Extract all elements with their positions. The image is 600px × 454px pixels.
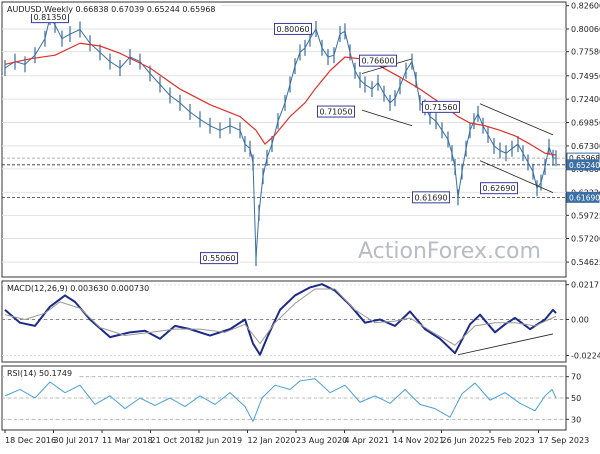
- price-tag-label: 0.65240: [569, 161, 600, 170]
- annotation-box: [480, 182, 518, 195]
- y-tick-label: 0.0217: [571, 281, 599, 290]
- x-tick-label: 14 Nov 2021: [393, 436, 444, 445]
- watermark-text: ActionForex.com: [358, 239, 541, 264]
- x-tick-label: 26 Jun 2022: [442, 436, 490, 445]
- price-tag-box: [566, 191, 600, 203]
- y-tick-label: 0.00: [571, 315, 589, 324]
- x-tick-label: 11 Mar 2018: [102, 436, 153, 445]
- y-tick-label: 50: [571, 394, 581, 403]
- annotation-label: 0.81350: [33, 13, 66, 22]
- annotation-label: 0.71560: [424, 103, 457, 112]
- x-tick-label: 4 Apr 2021: [345, 436, 389, 445]
- x-tick-label: 17 Sep 2023: [539, 436, 590, 445]
- price-tag-label: 0.65968: [569, 154, 600, 163]
- series-signal: [4, 288, 557, 346]
- y-tick-label: 0.54625: [571, 258, 600, 267]
- annotation-label: 0.80060: [276, 25, 309, 34]
- x-tick-label: 18 Dec 2016: [5, 436, 56, 445]
- x-tick-label: 12 Jan 2020: [248, 436, 296, 445]
- trendline: [361, 109, 413, 127]
- annotation-label: 0.76600: [361, 57, 394, 66]
- annotation-label: 0.71050: [319, 108, 352, 117]
- title-bg: [4, 4, 222, 14]
- x-tick-label: 5 Feb 2023: [490, 436, 535, 445]
- x-tick-label: 2 Jun 2019: [199, 436, 242, 445]
- annotation-label: 0.62690: [482, 184, 515, 193]
- y-tick-label: 30: [571, 415, 581, 424]
- trendline: [457, 333, 554, 356]
- panel-title: MACD(12,26,9) 0.003630 0.000730: [7, 284, 149, 293]
- y-tick-label: 0.59725: [571, 211, 600, 220]
- y-tick-label: 0.80060: [571, 25, 600, 34]
- y-tick-label: 70: [571, 373, 581, 382]
- trendline: [479, 103, 554, 136]
- x-tick-label: 30 Jul 2017: [54, 436, 99, 445]
- x-tick-label: 23 Aug 2020: [296, 436, 347, 445]
- title-bg: [4, 368, 79, 378]
- series-price: [4, 16, 557, 259]
- x-tick-label: 21 Oct 2018: [151, 436, 200, 445]
- annotation-box: [317, 105, 355, 118]
- annotation-box: [274, 22, 312, 35]
- series-moving-average: [4, 42, 557, 156]
- price-tag-box: [566, 159, 600, 171]
- annotation-label: 0.61690: [414, 193, 447, 202]
- panel-2: 70 50 30 RSI(14) 50.1749: [1, 365, 581, 431]
- panel-title: AUDUSD,Weekly 0.66838 0.67039 0.65244 0.…: [7, 5, 216, 14]
- annotation-box: [422, 100, 460, 113]
- series-rsi: [4, 378, 557, 422]
- annotation-label: 0.55060: [202, 254, 235, 263]
- price-tag-label: 0.61690: [569, 193, 600, 202]
- annotation-box: [200, 252, 238, 265]
- panel-frame: [1, 1, 567, 278]
- annotation-box: [359, 54, 397, 67]
- y-tick-label: -0.022445: [571, 351, 600, 360]
- series-macd: [4, 283, 557, 356]
- annotation-box: [412, 191, 450, 204]
- title-bg: [4, 283, 153, 293]
- trendline: [479, 160, 554, 194]
- panel-title: RSI(14) 50.1749: [7, 369, 72, 378]
- panel-1: 0.0217 0.00 -0.022445 MACD(12,26,9) 0.00363…: [1, 280, 600, 363]
